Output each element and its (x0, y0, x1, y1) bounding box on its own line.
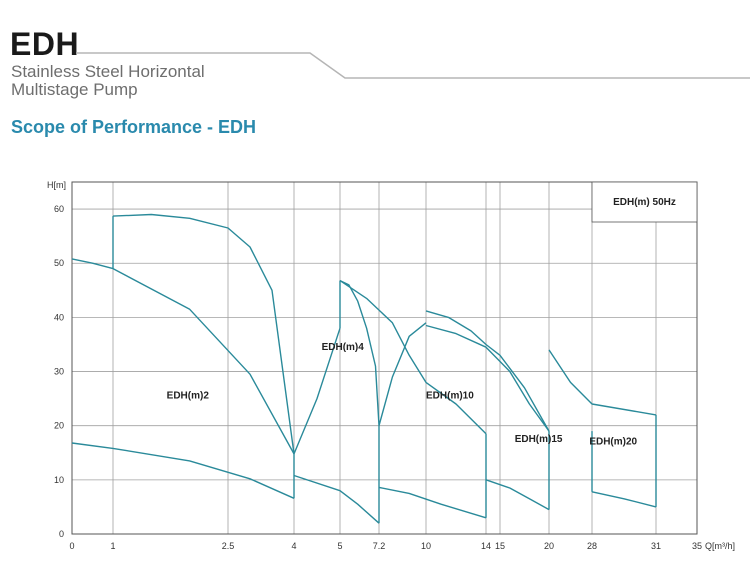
x-tick-label: 2.5 (222, 541, 235, 551)
y-tick-label: 40 (54, 312, 64, 322)
plot-frame (71, 181, 698, 535)
x-tick-label: 0 (69, 541, 74, 551)
region-edh-m-10-label: EDH(m)10 (426, 391, 474, 402)
section-title: Scope of Performance - EDH (11, 117, 257, 137)
region-edh-m-15-bottom-curve (485, 479, 550, 511)
x-tick-label: 20 (544, 541, 554, 551)
region-edh-m-20-label: EDH(m)20 (589, 437, 637, 448)
chart-title-box (591, 181, 698, 223)
x-tick-label: 31 (651, 541, 661, 551)
x-tick-label: 5 (337, 541, 342, 551)
x-tick-label: 35 (692, 541, 702, 551)
region-edh-m-10-left-curve (378, 322, 427, 426)
region-edh-m-15-label: EDH(m)15 (515, 434, 563, 445)
x-tick-label: 28 (587, 541, 597, 551)
region-edh-m-4-left-curve (293, 327, 341, 455)
region-edh-m-4-label: EDH(m)4 (322, 342, 365, 353)
y-axis-label: H[m] (47, 180, 66, 190)
page-header: EDH Stainless Steel Horizontal Multistag… (0, 0, 750, 137)
chart-title: EDH(m) 50Hz (613, 197, 676, 208)
product-subtitle: Stainless Steel Horizontal Multistage Pu… (11, 63, 271, 99)
region-edh-m-4-top-curve (339, 279, 380, 426)
region-edh-m-20-bottom-curve (591, 491, 657, 508)
region-edh-m-20-top-curve (548, 349, 657, 416)
region-edh-m-10-top-curve (425, 310, 550, 432)
region-edh-m-2-label: EDH(m)2 (167, 391, 210, 402)
region-edh-m-4-bottom-curve (293, 474, 380, 524)
subtitle-line-1: Stainless Steel Horizontal (11, 62, 205, 81)
y-tick-label: 20 (54, 421, 64, 431)
region-edh-m-2-bottom-curve (71, 442, 295, 499)
y-tick-label: 50 (54, 258, 64, 268)
y-tick-label: 60 (54, 204, 64, 214)
x-tick-label: 14 (481, 541, 491, 551)
region-edh-m-10-bottom-curve (378, 486, 487, 519)
y-tick-label: 0 (59, 529, 64, 539)
region-edh-m-2-left-curve (71, 258, 295, 455)
region-edh-m-2-top-curve (112, 213, 295, 454)
brand-title: EDH (10, 26, 80, 62)
x-tick-label: 7.2 (373, 541, 386, 551)
x-tick-label: 4 (291, 541, 296, 551)
header-divider-line (76, 52, 750, 79)
y-tick-label: 10 (54, 475, 64, 485)
subtitle-line-2: Multistage Pump (11, 80, 138, 99)
x-tick-label: 10 (421, 541, 431, 551)
region-edh-m-10-upper-curve (339, 280, 487, 435)
x-tick-label: 15 (495, 541, 505, 551)
y-tick-label: 30 (54, 367, 64, 377)
region-edh-m-15-top-curve (425, 324, 550, 432)
x-axis-label: Q[m³/h] (705, 541, 735, 551)
x-tick-label: 1 (110, 541, 115, 551)
